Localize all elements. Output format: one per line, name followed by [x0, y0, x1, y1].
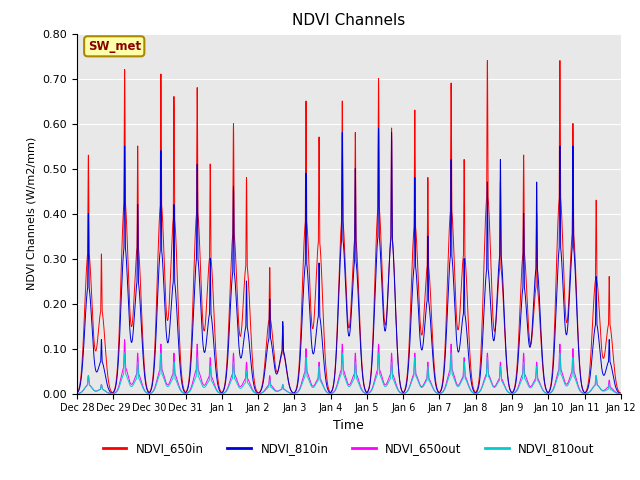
NDVI_810in [424, 233, 431, 239]
NDVI_810out [189, 381, 197, 387]
Title: NDVI Channels: NDVI Channels [292, 13, 405, 28]
NDVI_650in [617, 390, 625, 396]
NDVI_810out [615, 391, 623, 396]
NDVI_810out [276, 387, 284, 393]
NDVI_650out [109, 391, 117, 396]
NDVI_810out [73, 391, 81, 396]
NDVI_650in [501, 336, 509, 342]
NDVI_650out [73, 391, 81, 396]
Line: NDVI_810in: NDVI_810in [77, 128, 621, 394]
Legend: NDVI_650in, NDVI_810in, NDVI_650out, NDVI_810out: NDVI_650in, NDVI_810in, NDVI_650out, NDV… [98, 437, 600, 460]
NDVI_650in [556, 58, 564, 63]
NDVI_650out [501, 384, 509, 390]
NDVI_650in [189, 292, 197, 298]
NDVI_650out [184, 390, 191, 396]
NDVI_650in [184, 386, 191, 392]
NDVI_810in [189, 317, 197, 323]
Y-axis label: NDVI Channels (W/m2/mm): NDVI Channels (W/m2/mm) [27, 137, 36, 290]
NDVI_810out [184, 390, 191, 396]
NDVI_810in [375, 125, 383, 131]
NDVI_650in [291, 390, 298, 396]
NDVI_650in [615, 389, 623, 395]
NDVI_810out [556, 350, 564, 356]
NDVI_650out [276, 387, 284, 393]
NDVI_650in [73, 390, 81, 396]
NDVI_650out [615, 391, 623, 396]
NDVI_810in [276, 355, 284, 361]
NDVI_810in [184, 387, 191, 393]
NDVI_810in [617, 391, 625, 396]
Line: NDVI_650out: NDVI_650out [77, 339, 621, 394]
NDVI_650out [189, 377, 197, 383]
NDVI_650out [424, 359, 432, 365]
NDVI_810in [73, 390, 81, 396]
NDVI_650out [121, 336, 129, 342]
NDVI_810out [501, 385, 509, 391]
NDVI_810in [615, 390, 623, 396]
NDVI_810in [501, 330, 509, 336]
Text: SW_met: SW_met [88, 40, 141, 53]
NDVI_650out [617, 391, 625, 396]
NDVI_650in [424, 175, 431, 180]
NDVI_810out [424, 364, 431, 370]
Line: NDVI_810out: NDVI_810out [77, 353, 621, 394]
NDVI_810out [617, 391, 625, 396]
NDVI_650in [276, 357, 284, 363]
Line: NDVI_650in: NDVI_650in [77, 60, 621, 393]
X-axis label: Time: Time [333, 419, 364, 432]
NDVI_810out [291, 391, 298, 396]
